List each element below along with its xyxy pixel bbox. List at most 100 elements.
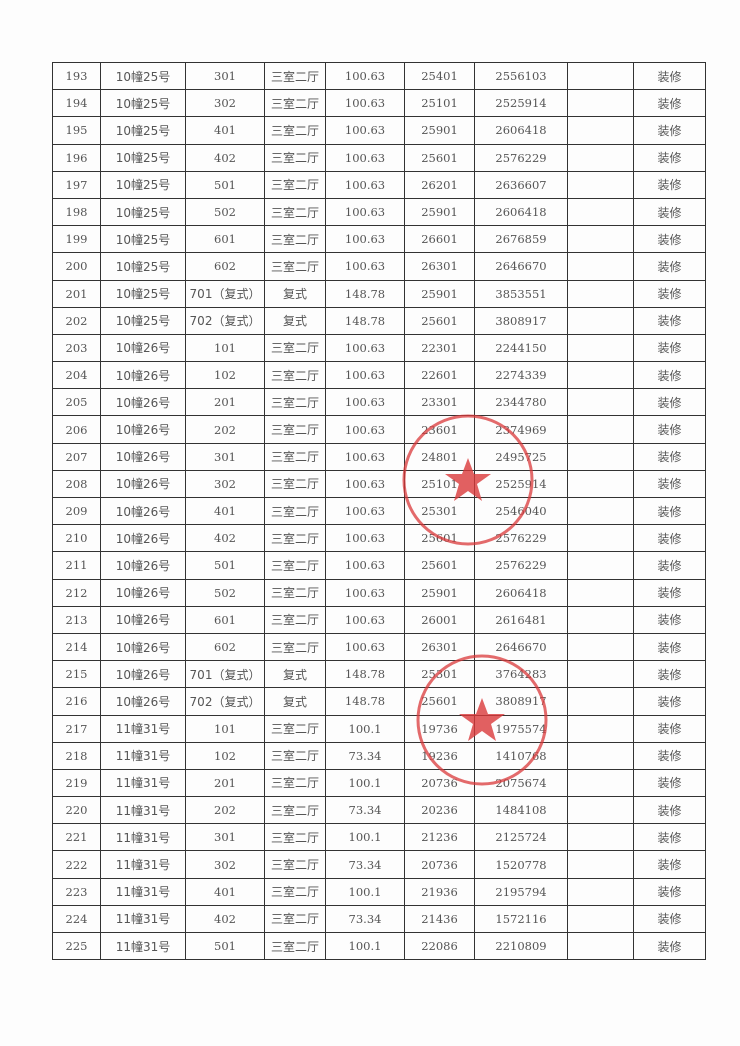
remark-cell [567, 714, 634, 743]
remark-cell [567, 143, 634, 172]
building-cell: 10幢25号 [100, 61, 186, 91]
area-cell: 100.63 [325, 89, 405, 118]
unit-cell: 602 [185, 252, 265, 281]
layout-cell: 三室二厅 [264, 415, 326, 444]
layout-cell: 三室二厅 [264, 225, 326, 254]
remark-cell [567, 415, 634, 444]
table-row: 211 10幢26号 501 三室二厅 100.63 25601 2576229 装修 [52, 551, 706, 580]
row-number-cell: 220 [52, 796, 101, 825]
table-row: 216 10幢26号 702（复式） 复式 148.78 25601 3808917 装修 [52, 687, 706, 716]
total-price-cell: 2546040 [474, 496, 568, 526]
building-cell: 10幢26号 [100, 660, 186, 689]
remark-cell [567, 796, 634, 825]
area-cell: 148.78 [325, 660, 405, 689]
building-cell: 10幢25号 [100, 225, 186, 254]
unit-price-cell: 25901 [404, 279, 475, 308]
unit-price-cell: 25901 [404, 197, 475, 227]
layout-cell: 三室二厅 [264, 931, 326, 961]
unit-cell: 302 [185, 850, 265, 879]
area-cell: 100.63 [325, 197, 405, 227]
remark-cell [567, 741, 634, 770]
total-price-cell: 2576229 [474, 551, 568, 580]
decoration-status-cell: 装修 [633, 170, 706, 199]
row-number-cell: 203 [52, 333, 101, 363]
unit-price-cell: 22601 [404, 361, 475, 390]
decoration-status-cell: 装修 [633, 741, 706, 770]
unit-cell: 201 [185, 388, 265, 417]
unit-cell: 102 [185, 741, 265, 770]
layout-cell: 三室二厅 [264, 524, 326, 553]
table-body: 193 10幢25号 301 三室二厅 100.63 25401 2556103 装修 194 1… [52, 61, 706, 961]
unit-price-cell: 25301 [404, 496, 475, 526]
total-price-cell: 1572116 [474, 904, 568, 934]
building-cell: 10幢25号 [100, 116, 186, 145]
layout-cell: 三室二厅 [264, 116, 326, 145]
total-price-cell: 2556103 [474, 61, 568, 91]
total-price-cell: 3853551 [474, 279, 568, 308]
remark-cell [567, 904, 634, 934]
unit-price-cell: 25901 [404, 578, 475, 607]
remark-cell [567, 306, 634, 335]
total-price-cell: 2646670 [474, 632, 568, 662]
area-cell: 100.63 [325, 551, 405, 580]
remark-cell [567, 170, 634, 199]
area-cell: 73.34 [325, 796, 405, 825]
decoration-status-cell: 装修 [633, 578, 706, 607]
layout-cell: 三室二厅 [264, 333, 326, 363]
area-cell: 100.63 [325, 252, 405, 281]
area-cell: 100.63 [325, 170, 405, 199]
area-cell: 100.63 [325, 61, 405, 91]
decoration-status-cell: 装修 [633, 197, 706, 227]
table-row: 215 10幢26号 701（复式） 复式 148.78 25301 3764283 装修 [52, 660, 706, 689]
decoration-status-cell: 装修 [633, 143, 706, 172]
area-cell: 100.63 [325, 225, 405, 254]
table-row: 212 10幢26号 502 三室二厅 100.63 25901 2606418 装修 [52, 578, 706, 607]
table-row: 206 10幢26号 202 三室二厅 100.63 23601 2374969 装修 [52, 415, 706, 444]
unit-price-cell: 25601 [404, 306, 475, 335]
unit-price-cell: 25901 [404, 116, 475, 145]
decoration-status-cell: 装修 [633, 551, 706, 580]
remark-cell [567, 660, 634, 689]
table-row: 219 11幢31号 201 三室二厅 100.1 20736 2075674 装修 [52, 768, 706, 798]
remark-cell [567, 496, 634, 526]
layout-cell: 三室二厅 [264, 877, 326, 906]
layout-cell: 三室二厅 [264, 442, 326, 471]
table-row: 204 10幢26号 102 三室二厅 100.63 22601 2274339 装修 [52, 361, 706, 390]
remark-cell [567, 877, 634, 906]
unit-cell: 502 [185, 197, 265, 227]
layout-cell: 三室二厅 [264, 143, 326, 172]
table-row: 198 10幢25号 502 三室二厅 100.63 25901 2606418 装修 [52, 197, 706, 227]
table-row: 210 10幢26号 402 三室二厅 100.63 25601 2576229 装修 [52, 524, 706, 553]
unit-price-cell: 25401 [404, 61, 475, 91]
unit-price-cell: 22301 [404, 333, 475, 363]
total-price-cell: 1520778 [474, 850, 568, 879]
remark-cell [567, 388, 634, 417]
row-number-cell: 210 [52, 524, 101, 553]
unit-price-cell: 20236 [404, 796, 475, 825]
area-cell: 100.63 [325, 524, 405, 553]
table-row: 193 10幢25号 301 三室二厅 100.63 25401 2556103 装修 [52, 61, 706, 91]
unit-cell: 701（复式） [185, 279, 265, 308]
layout-cell: 三室二厅 [264, 850, 326, 879]
building-cell: 10幢26号 [100, 361, 186, 390]
remark-cell [567, 197, 634, 227]
table-row: 203 10幢26号 101 三室二厅 100.63 22301 2244150 装修 [52, 333, 706, 363]
row-number-cell: 225 [52, 931, 101, 961]
building-cell: 10幢26号 [100, 605, 186, 634]
row-number-cell: 193 [52, 61, 101, 91]
total-price-cell: 2244150 [474, 333, 568, 363]
area-cell: 100.63 [325, 496, 405, 526]
unit-price-cell: 25101 [404, 89, 475, 118]
area-cell: 100.63 [325, 116, 405, 145]
building-cell: 10幢26号 [100, 524, 186, 553]
row-number-cell: 224 [52, 904, 101, 934]
building-cell: 11幢31号 [100, 904, 186, 934]
total-price-cell: 2576229 [474, 143, 568, 172]
area-cell: 148.78 [325, 306, 405, 335]
unit-price-cell: 26001 [404, 605, 475, 634]
remark-cell [567, 605, 634, 634]
table-row: 220 11幢31号 202 三室二厅 73.34 20236 1484108 装修 [52, 796, 706, 825]
unit-cell: 501 [185, 551, 265, 580]
remark-cell [567, 768, 634, 798]
